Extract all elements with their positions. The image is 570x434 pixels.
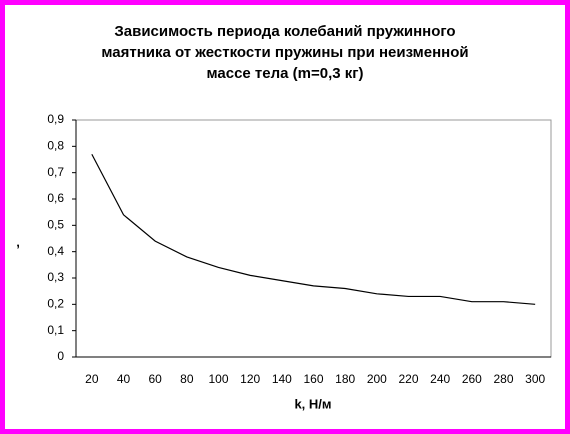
- x-tick-label: 100: [208, 372, 228, 386]
- x-tick-label: 280: [493, 372, 513, 386]
- line-series: [91, 153, 536, 305]
- y-tick-label: 0,3: [47, 270, 64, 284]
- x-tick-label: 200: [367, 372, 387, 386]
- x-tick-label: 80: [180, 372, 194, 386]
- y-tick-label: 0,2: [47, 297, 64, 311]
- x-tick-label: 160: [303, 372, 323, 386]
- y-tick-label: 0,9: [47, 112, 64, 126]
- x-tick-label: 180: [335, 372, 355, 386]
- x-tick-label: 260: [462, 372, 482, 386]
- x-tick-label: 60: [148, 372, 162, 386]
- chart-title: маятника от жесткости пружины при неизме…: [101, 44, 468, 61]
- x-tick-label: 220: [398, 372, 418, 386]
- x-tick-label: 20: [85, 372, 99, 386]
- y-tick-label: 0,8: [47, 139, 64, 153]
- x-tick-label: 120: [240, 372, 260, 386]
- chart-title: Зависимость периода колебаний пружинного: [114, 23, 455, 40]
- y-axis-label: ,: [16, 234, 20, 249]
- x-tick-label: 240: [430, 372, 450, 386]
- y-tick-label: 0,6: [47, 191, 64, 205]
- chart-title: массе тела (m=0,3 кг): [206, 65, 363, 82]
- y-tick-label: 0,1: [47, 323, 64, 337]
- x-axis-label: k, Н/м: [294, 396, 331, 411]
- x-tick-label: 300: [525, 372, 545, 386]
- x-tick-label: 40: [117, 372, 131, 386]
- y-tick-label: 0,7: [47, 165, 64, 179]
- y-tick-label: 0: [57, 349, 64, 363]
- y-tick-label: 0,4: [47, 244, 64, 258]
- x-tick-label: 140: [272, 372, 292, 386]
- plot-area: [75, 119, 552, 358]
- y-tick-label: 0,5: [47, 218, 64, 232]
